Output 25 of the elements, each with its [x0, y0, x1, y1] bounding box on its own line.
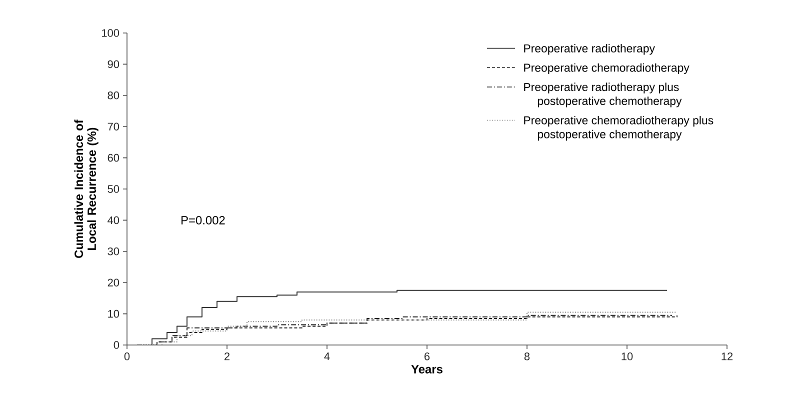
- x-tick-label: 12: [722, 352, 733, 360]
- y-tick-label: 0: [114, 341, 120, 349]
- y-tick-label: 80: [108, 92, 120, 100]
- y-tick-label: 20: [108, 278, 120, 286]
- y-tick-label: 90: [108, 60, 120, 68]
- y-tick-label: 10: [108, 310, 120, 318]
- x-tick-label: 6: [424, 352, 430, 360]
- legend-label: Preoperative radiotherapy plus postoperative chemotherapy: [524, 82, 682, 108]
- y-tick-label: 100: [102, 29, 120, 37]
- x-axis-title: Years: [411, 365, 442, 374]
- x-tick-label: 10: [622, 352, 633, 360]
- y-axis-title: Cumulative Incidence of Local Recurrence (%): [74, 120, 98, 258]
- legend-label: Preoperative chemoradiotherapy plus postoperative chemotherapy: [524, 116, 714, 141]
- legend-label: Preoperative chemoradiotherapy: [524, 63, 690, 74]
- y-tick-label: 30: [108, 248, 120, 256]
- legend-label: Preoperative radiotherapy: [524, 44, 655, 55]
- y-tick-label: 50: [108, 185, 120, 193]
- y-tick-label: 40: [108, 216, 120, 224]
- x-tick-label: 8: [524, 352, 530, 360]
- y-tick-label: 60: [108, 154, 120, 162]
- y-tick-label: 70: [108, 122, 120, 130]
- x-tick-label: 4: [324, 352, 330, 360]
- x-tick-label: 0: [124, 352, 130, 360]
- x-tick-label: 2: [224, 352, 230, 360]
- annotation: P=0.002: [182, 216, 225, 224]
